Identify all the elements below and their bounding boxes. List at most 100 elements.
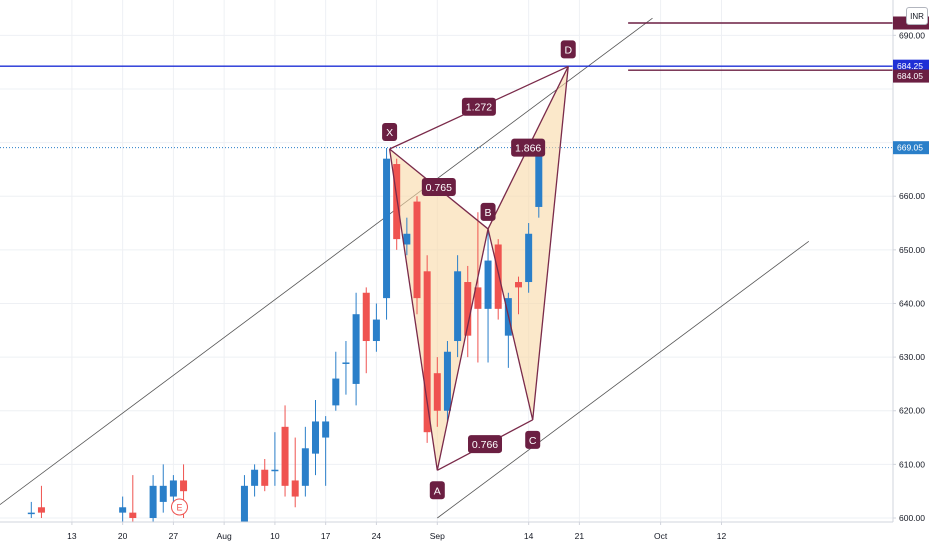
time-axis[interactable]: 13 20 27 Aug 10 17 24 Sep 14 21 Oct 12 xyxy=(0,521,932,550)
candle xyxy=(149,475,157,524)
candle-body xyxy=(281,426,289,486)
point-label-b-text: B xyxy=(485,207,492,219)
price-tag-bg xyxy=(893,59,929,73)
candle-body xyxy=(312,421,319,454)
point-label-d-bg xyxy=(560,40,576,59)
price-tick-label: 650.00 xyxy=(899,245,925,255)
candle-body xyxy=(251,469,259,486)
candle xyxy=(332,351,340,411)
point-label-a: A xyxy=(429,481,445,500)
candle-body xyxy=(474,287,482,309)
candle xyxy=(251,464,259,497)
time-tick-label: Aug xyxy=(217,531,232,541)
candle xyxy=(352,292,360,406)
ratio-label-0-766: 0.766 xyxy=(468,435,503,454)
channel-lower-line xyxy=(437,240,810,519)
candle xyxy=(454,255,462,358)
horizontal-lines xyxy=(0,22,893,149)
candle-body xyxy=(525,233,533,283)
candle xyxy=(37,485,45,518)
price-tag-label: 684.25 xyxy=(897,61,923,71)
earnings-circle xyxy=(170,498,188,516)
candle xyxy=(515,276,522,315)
point-label-x-text: X xyxy=(386,127,393,139)
price-tag: 669.05 xyxy=(893,141,929,155)
price-tag: 684.05 xyxy=(893,69,929,83)
earnings-letter: E xyxy=(176,503,182,513)
time-tick-label: 21 xyxy=(575,531,585,541)
candle xyxy=(383,147,391,320)
candle xyxy=(342,341,350,395)
candle-body xyxy=(291,480,299,497)
price-tick-label: 660.00 xyxy=(899,191,925,201)
candle-body xyxy=(159,485,167,502)
candle-body xyxy=(119,507,127,513)
time-tick-label: 10 xyxy=(270,531,280,541)
candle-body xyxy=(454,271,462,342)
candle xyxy=(413,196,421,315)
candle xyxy=(423,255,431,443)
candle-body xyxy=(342,362,350,364)
point-label-b-bg xyxy=(480,202,496,221)
candle-body xyxy=(393,164,401,240)
candle-body xyxy=(169,480,177,497)
candle xyxy=(393,158,401,250)
candle-body xyxy=(494,244,502,309)
candle-body xyxy=(413,201,421,299)
pattern-leg-cd xyxy=(532,66,569,420)
candle-body xyxy=(332,378,340,406)
candle-body xyxy=(261,469,269,486)
time-axis-bg xyxy=(0,522,932,550)
time-tick-label: Sep xyxy=(430,531,445,541)
candle xyxy=(474,212,482,363)
currency-button[interactable]: INR xyxy=(906,7,928,25)
point-label-a-text: A xyxy=(434,485,441,497)
price-tick-label: 600.00 xyxy=(899,513,925,523)
candle-body xyxy=(484,260,492,309)
ratio-label-0-765: 0.765 xyxy=(421,177,456,196)
candle-body xyxy=(443,351,451,411)
point-label-c: C xyxy=(525,430,541,449)
candle-body xyxy=(383,158,391,299)
time-tick-label: 27 xyxy=(169,531,179,541)
candle-body xyxy=(322,421,330,438)
time-tick-label: 24 xyxy=(372,531,382,541)
point-label-d-text: D xyxy=(564,44,572,56)
candle xyxy=(403,217,411,256)
trend-channel xyxy=(0,17,810,519)
time-tick-label: 13 xyxy=(67,531,77,541)
candle xyxy=(494,239,502,320)
earnings-marker[interactable]: E xyxy=(170,498,188,516)
ratio-label-1-272-text: 1.272 xyxy=(466,102,492,114)
time-tick-label: 14 xyxy=(524,531,534,541)
candle xyxy=(464,265,472,358)
pattern-triangle-xab xyxy=(389,149,489,471)
price-tick-label: 630.00 xyxy=(899,352,925,362)
price-tag-label: 684.05 xyxy=(897,71,923,81)
candle-body xyxy=(362,292,370,342)
time-tick-label: Oct xyxy=(654,531,668,541)
candle xyxy=(362,287,370,374)
candle-body xyxy=(372,319,380,342)
candle xyxy=(433,357,441,427)
ratio-label-1-866: 1.866 xyxy=(511,138,546,157)
candle-body xyxy=(149,485,157,518)
candle xyxy=(301,426,309,497)
candle xyxy=(535,147,543,218)
candle xyxy=(27,501,35,518)
ratio-label-1-866-bg xyxy=(511,138,546,157)
candle-body xyxy=(352,314,360,384)
time-tick-label: 17 xyxy=(321,531,331,541)
price-axis[interactable]: 600.00 610.00 620.00 630.00 640.00 650.00 660.… xyxy=(892,0,932,550)
point-label-d: D xyxy=(560,40,576,59)
price-tick-label: 610.00 xyxy=(899,459,925,469)
ratio-label-0-766-text: 0.766 xyxy=(472,439,498,451)
candle-body xyxy=(180,480,188,492)
candle-body xyxy=(423,271,431,433)
price-tag-bg xyxy=(893,69,929,83)
point-label-a-bg xyxy=(429,481,445,500)
candle xyxy=(271,432,279,486)
price-tick-label: 620.00 xyxy=(899,406,925,416)
candle-body xyxy=(464,282,472,336)
